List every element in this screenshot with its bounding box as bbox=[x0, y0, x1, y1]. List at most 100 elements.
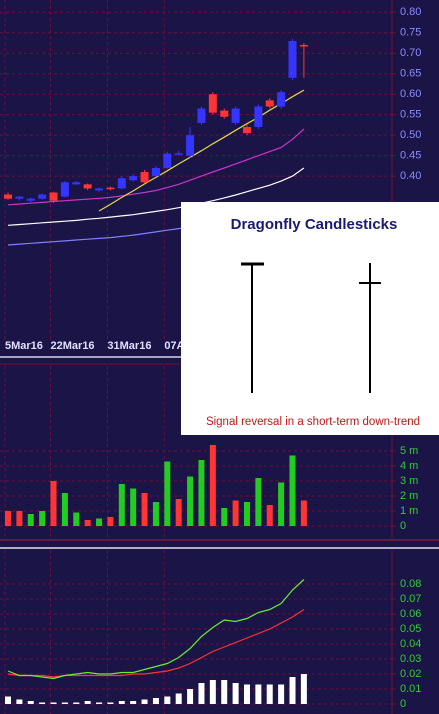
y-tick-label: 0.07 bbox=[400, 593, 421, 605]
bar bbox=[73, 512, 80, 526]
y-tick-label: 2 m bbox=[400, 490, 418, 502]
candle-body bbox=[117, 178, 126, 189]
y-tick-label: 0.80 bbox=[400, 6, 421, 18]
bar bbox=[50, 702, 57, 704]
bar bbox=[278, 482, 285, 526]
bar bbox=[209, 680, 216, 704]
inset: Dragonfly Candlesticks Signal reversal i… bbox=[181, 202, 439, 435]
y-tick-label: 0.06 bbox=[400, 608, 421, 620]
y-tick-label: 0.55 bbox=[400, 109, 421, 121]
bar bbox=[187, 476, 194, 526]
bar bbox=[198, 460, 205, 526]
bar bbox=[164, 461, 171, 526]
bar bbox=[266, 505, 273, 526]
inset-box bbox=[181, 202, 439, 435]
candle-body bbox=[231, 108, 240, 123]
bar bbox=[152, 502, 159, 526]
y-tick-label: 4 m bbox=[400, 460, 418, 472]
bar bbox=[221, 680, 228, 704]
bar bbox=[16, 511, 23, 526]
bar bbox=[27, 514, 34, 526]
candle-body bbox=[220, 110, 229, 117]
y-tick-label: 0.02 bbox=[400, 668, 421, 680]
bar bbox=[96, 518, 103, 526]
x-tick-label: 5Mar16 bbox=[5, 340, 43, 352]
bar bbox=[266, 684, 273, 704]
bar bbox=[5, 511, 11, 526]
candle-body bbox=[60, 182, 69, 197]
inset-caption: Signal reversal in a short-term down-tre… bbox=[206, 416, 420, 428]
bar bbox=[61, 493, 68, 526]
bar bbox=[16, 699, 23, 704]
bar bbox=[39, 702, 46, 704]
bar bbox=[84, 520, 91, 526]
bar bbox=[243, 502, 250, 526]
candle-body bbox=[95, 188, 104, 191]
y-tick-label: 0.40 bbox=[400, 170, 421, 182]
bar bbox=[232, 500, 239, 526]
bar bbox=[96, 702, 103, 704]
bar bbox=[5, 696, 11, 704]
y-tick-label: 0.08 bbox=[400, 578, 421, 590]
y-tick-label: 5 m bbox=[400, 445, 418, 457]
candle-body bbox=[106, 187, 115, 190]
y-tick-label: 0.75 bbox=[400, 27, 421, 39]
y-tick-label: 3 m bbox=[400, 475, 418, 487]
bar bbox=[289, 677, 296, 704]
candle-body bbox=[4, 194, 12, 199]
bar bbox=[175, 499, 182, 526]
bar bbox=[118, 701, 125, 704]
bar bbox=[118, 484, 125, 526]
bar bbox=[164, 696, 171, 704]
candle-body bbox=[49, 192, 58, 201]
y-tick-label: 0 bbox=[400, 520, 406, 532]
line-series bbox=[7, 579, 305, 680]
bar bbox=[243, 684, 250, 704]
bar bbox=[130, 701, 137, 704]
candle-body bbox=[277, 92, 286, 107]
candle-body bbox=[72, 182, 81, 185]
bar bbox=[278, 684, 285, 704]
y-tick-label: 0.01 bbox=[400, 683, 421, 695]
bar bbox=[300, 500, 307, 526]
y-tick-label: 0 bbox=[400, 698, 406, 710]
candle-body bbox=[288, 40, 297, 78]
bar bbox=[175, 693, 182, 704]
y-tick-label: 0.04 bbox=[400, 638, 421, 650]
bar bbox=[61, 702, 68, 704]
inset-title: Dragonfly Candlesticks bbox=[231, 216, 398, 233]
y-tick-label: 0.70 bbox=[400, 47, 421, 59]
candle-body bbox=[15, 196, 24, 199]
x-tick-label: 22Mar16 bbox=[51, 340, 95, 352]
candle-body bbox=[83, 184, 92, 189]
bar bbox=[107, 702, 114, 704]
line-series bbox=[7, 608, 305, 678]
candle-body bbox=[26, 198, 35, 201]
bar bbox=[289, 455, 296, 526]
bar bbox=[73, 702, 80, 704]
bar bbox=[84, 701, 91, 704]
bar bbox=[141, 699, 148, 704]
candle-body bbox=[186, 135, 195, 156]
x-tick-label: 31Mar16 bbox=[107, 340, 151, 352]
candle-body bbox=[129, 176, 138, 181]
y-tick-label: 1 m bbox=[400, 505, 418, 517]
line-series bbox=[98, 89, 305, 212]
bar bbox=[27, 701, 34, 704]
candle-body bbox=[163, 153, 172, 168]
bar bbox=[221, 508, 228, 526]
bar bbox=[255, 478, 262, 526]
y-tick-label: 0.50 bbox=[400, 129, 421, 141]
bar bbox=[39, 511, 46, 526]
candle-body bbox=[242, 126, 251, 134]
y-tick-label: 0.60 bbox=[400, 88, 421, 100]
bar bbox=[209, 445, 216, 526]
bar bbox=[152, 698, 159, 704]
candle-body bbox=[265, 100, 274, 107]
bar bbox=[130, 488, 137, 526]
bar bbox=[232, 683, 239, 704]
line-series bbox=[7, 128, 305, 206]
y-tick-label: 0.03 bbox=[400, 653, 421, 665]
bar bbox=[187, 689, 194, 704]
